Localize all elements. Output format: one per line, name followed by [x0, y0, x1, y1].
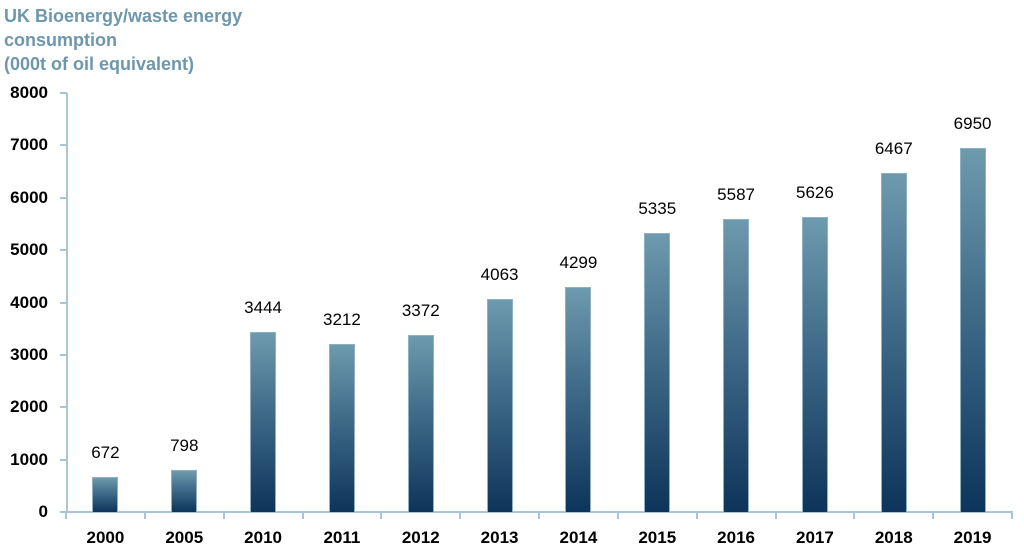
y-tick — [60, 301, 67, 304]
x-tick — [65, 512, 67, 519]
y-tick — [60, 458, 67, 461]
data-label: 6950 — [953, 113, 992, 133]
x-tick — [695, 512, 698, 519]
chart-title-line-3: (000t of oil equivalent) — [4, 54, 195, 74]
y-tick-label: 2000 — [10, 397, 48, 417]
data-label: 5587 — [717, 185, 755, 205]
x-tick-label: 2005 — [165, 528, 204, 547]
x-tick-label: 2014 — [559, 528, 598, 547]
chart-title-line-2: consumption — [4, 30, 117, 50]
y-tick — [60, 353, 67, 356]
x-tick-label: 2018 — [874, 528, 913, 547]
y-tick-label: 1000 — [10, 449, 48, 469]
y-tick — [60, 511, 67, 513]
x-tick — [380, 512, 383, 519]
data-label: 798 — [170, 436, 199, 456]
bar-2016 — [723, 219, 750, 512]
x-tick-label: 2012 — [401, 528, 440, 547]
x-tick — [853, 512, 856, 519]
x-tick — [222, 512, 225, 519]
data-label: 672 — [91, 442, 120, 462]
x-tick — [932, 512, 935, 519]
y-tick-label: 3000 — [10, 344, 48, 364]
y-tick — [60, 249, 67, 252]
bar-2015 — [644, 232, 671, 512]
y-tick-label: 5000 — [10, 240, 48, 260]
x-tick-label: 2000 — [86, 528, 125, 547]
data-label: 6467 — [874, 139, 913, 159]
data-label: 4063 — [480, 265, 519, 285]
x-tick — [301, 512, 304, 519]
bar-2012 — [407, 335, 434, 512]
data-label: 5335 — [638, 198, 677, 218]
x-tick — [1011, 512, 1013, 519]
data-label: 3372 — [401, 301, 440, 321]
bar-2010 — [250, 331, 277, 512]
x-tick — [538, 512, 540, 519]
y-tick-label: 6000 — [10, 187, 48, 207]
bar-2014 — [565, 286, 592, 512]
data-label: 4299 — [559, 252, 598, 272]
chart-title: UK Bioenergy/waste energy consumption (0… — [4, 4, 242, 76]
x-tick-label: 2019 — [953, 528, 992, 547]
bar-2018 — [880, 173, 907, 512]
y-axis-line — [66, 93, 68, 513]
x-tick — [143, 512, 146, 519]
data-label: 3444 — [244, 297, 282, 317]
y-tick-label: 4000 — [10, 292, 48, 312]
x-tick-label: 2011 — [323, 528, 361, 547]
y-tick — [60, 196, 67, 199]
y-tick — [60, 92, 67, 94]
bar-2017 — [801, 217, 828, 512]
bar-2013 — [486, 299, 513, 512]
bar-2005 — [171, 470, 198, 512]
data-label: 5626 — [795, 183, 834, 203]
x-tick-label: 2015 — [638, 528, 677, 547]
y-tick — [60, 144, 67, 147]
y-tick-label: 0 — [38, 502, 48, 521]
chart-title-line-1: UK Bioenergy/waste energy — [4, 6, 243, 26]
bar-2011 — [328, 343, 355, 512]
x-tick-label: 2013 — [480, 528, 519, 547]
bar-2019 — [959, 147, 986, 512]
x-tick — [616, 512, 619, 519]
x-axis-line — [60, 511, 1013, 513]
y-tick-label: 7000 — [10, 135, 48, 155]
bar-2000 — [92, 476, 119, 512]
data-label: 3212 — [322, 309, 361, 329]
x-tick-label: 2016 — [717, 528, 755, 547]
x-tick-label: 2017 — [795, 528, 834, 547]
y-tick-label: 8000 — [10, 83, 48, 102]
x-tick — [774, 512, 777, 519]
x-tick — [459, 512, 462, 519]
y-tick — [60, 406, 67, 409]
x-tick-label: 2010 — [244, 528, 282, 547]
